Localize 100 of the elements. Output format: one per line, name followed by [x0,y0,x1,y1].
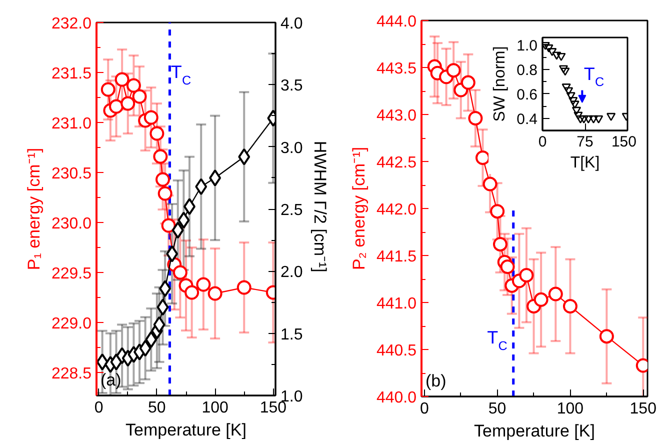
point [150,126,164,141]
point [195,178,208,196]
point [460,75,476,90]
point [468,111,483,126]
point [556,52,566,62]
point [475,150,490,165]
y-tick-label: 228.5 [51,366,92,382]
point [576,115,586,124]
point [588,115,598,124]
point [236,280,252,295]
point [482,176,498,192]
x-tick-label: 0 [94,400,104,416]
point [161,218,176,233]
y2-axis-title: HWHM Γ/2 [cm⁻¹] [310,140,330,272]
point [534,292,548,307]
y-tick-label: 440.5 [376,342,417,360]
point [572,106,582,115]
y-tick-label: 444.0 [376,14,417,30]
y-tick-label: 230.0 [51,216,92,232]
point [159,280,172,298]
y-tick-label: 232.0 [51,16,92,32]
x-tick-label: 50 [488,400,506,418]
point [560,68,570,76]
point [153,316,166,334]
point [519,268,534,282]
point [552,52,562,60]
point [178,212,190,229]
point [446,63,461,78]
y2-tick-label: 3.5 [280,78,303,95]
y-tick-label: 229.5 [51,266,92,282]
y-tick-label: 441.0 [376,296,417,312]
y2-tick-label: 1.5 [280,326,303,344]
point [599,329,614,344]
x-axis-title: Temperature [K] [126,420,246,440]
x-tick-label: 150 [630,400,657,418]
x-tick-label: 100 [202,400,229,416]
x-tick-label: 50 [148,400,166,416]
point [548,286,563,302]
point [208,286,222,301]
point [144,110,158,125]
point [100,82,116,97]
x-tick-label: 75 [576,134,594,150]
annotation: (a) [100,370,122,390]
x-tick-label: 100 [556,400,584,418]
point [209,169,222,186]
y-tick-label: 0.4 [516,110,538,128]
y-tick-label: 442.0 [376,202,417,218]
point [156,298,169,316]
x-axis-title: T[K] [570,154,600,172]
x-tick-label: 0 [420,400,429,418]
y-tick-label: 441.5 [376,248,417,266]
point [183,198,196,216]
y-tick-label: 0.8 [516,62,538,79]
y-tick-label: 1.0 [516,37,538,54]
y-tick-label: 442.5 [376,154,417,172]
point [500,260,515,274]
point [139,340,152,357]
point [574,112,583,120]
y-tick-label: 443.0 [376,108,417,124]
y2-tick-label: 2.5 [280,202,303,219]
y-tick-label: 230.5 [51,166,92,182]
point [238,148,250,166]
y-axis-title: P₂ energy [cm⁻¹] [349,146,368,270]
point [579,115,588,124]
y-tick-label: 0.6 [516,86,538,104]
point [570,100,580,109]
point [548,48,557,56]
x-axis-title: Temperature [K] [474,422,595,440]
point [145,331,158,348]
annotation: (b) [426,372,446,390]
y-axis-title: P₁ energy [cm⁻¹] [24,148,44,270]
y2-tick-label: 3.0 [280,140,303,157]
point [132,89,147,104]
point [196,277,211,292]
point [158,186,172,201]
point [594,115,604,124]
point [562,84,571,92]
x-tick-label: 150 [611,134,637,150]
point [566,92,576,100]
y-tick-label: 231.0 [51,116,92,132]
point [166,245,178,262]
point [558,65,568,74]
y-axis-title: SW [norm] [492,46,509,122]
y-tick-label: 443.5 [376,60,417,78]
y2-tick-label: 2.0 [280,264,303,282]
point [109,99,124,114]
point [184,285,200,300]
point [172,265,188,280]
point [544,44,554,52]
point [564,87,574,96]
point [126,78,141,93]
point [156,172,170,187]
point [120,96,136,111]
y2-tick-label: 4.0 [280,16,303,32]
y-tick-label: 440.0 [376,390,417,406]
point [568,97,578,106]
point [584,115,593,124]
point [114,72,130,87]
point [606,112,616,121]
point [562,299,578,314]
